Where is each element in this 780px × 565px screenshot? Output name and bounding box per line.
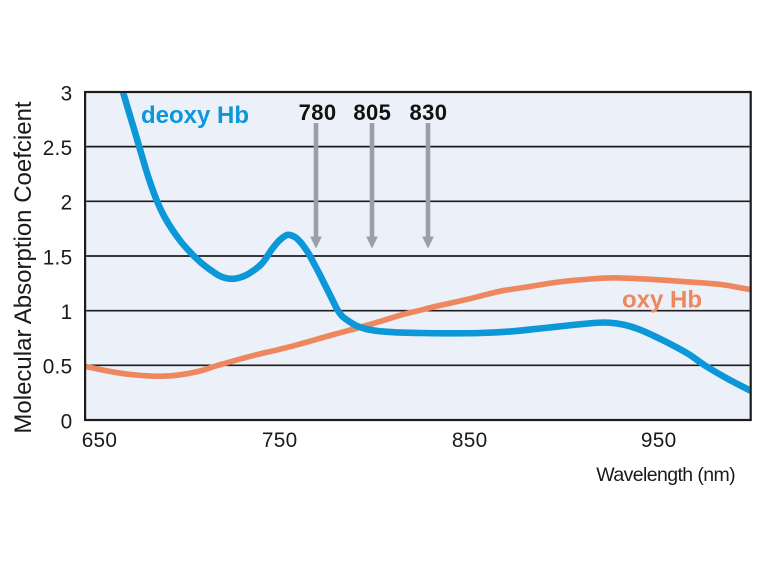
svg-text:deoxy Hb: deoxy Hb <box>141 102 249 129</box>
svg-text:2: 2 <box>61 192 73 215</box>
svg-text:2.5: 2.5 <box>43 137 73 160</box>
svg-text:780: 780 <box>299 100 337 125</box>
svg-text:950: 950 <box>641 429 677 452</box>
svg-text:830: 830 <box>409 100 447 125</box>
svg-text:0.5: 0.5 <box>43 356 73 379</box>
svg-text:oxy Hb: oxy Hb <box>622 287 702 314</box>
svg-text:850: 850 <box>452 429 488 452</box>
svg-text:0: 0 <box>61 410 73 433</box>
svg-text:Molecular Absorption Coefcient: Molecular Absorption Coefcient <box>10 101 37 434</box>
svg-text:1: 1 <box>61 301 73 324</box>
svg-text:805: 805 <box>353 100 391 125</box>
svg-text:3: 3 <box>61 82 73 105</box>
svg-text:1.5: 1.5 <box>43 246 73 269</box>
svg-text:750: 750 <box>262 429 298 452</box>
svg-text:650: 650 <box>82 429 118 452</box>
svg-text:Wavelength (nm): Wavelength (nm) <box>596 464 735 486</box>
